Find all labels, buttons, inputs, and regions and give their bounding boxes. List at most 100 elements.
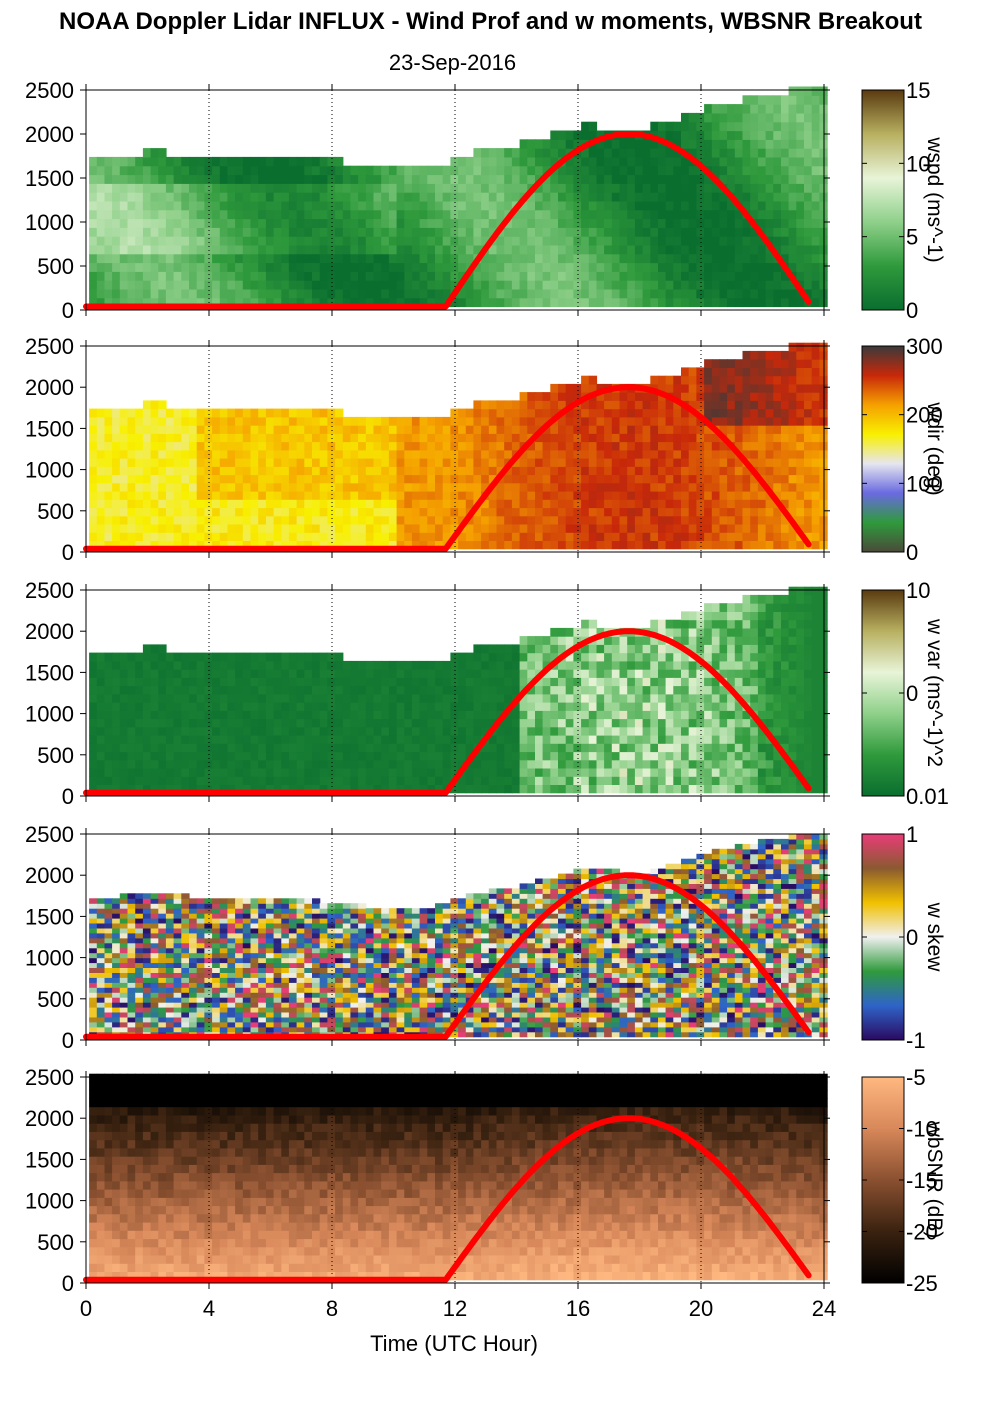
- heatmap-cell: [619, 784, 628, 794]
- heatmap-cell: [196, 751, 205, 761]
- heatmap-cell: [596, 165, 605, 176]
- heatmap-cell: [558, 784, 567, 794]
- heatmap-cell: [104, 236, 113, 246]
- heatmap-cell: [158, 218, 167, 228]
- heatmap-cell: [388, 524, 398, 533]
- heatmap-cell: [481, 768, 490, 777]
- heatmap-cell: [788, 297, 797, 308]
- heatmap-cell: [165, 482, 175, 492]
- heatmap-cell: [619, 636, 628, 645]
- heatmap-cell: [458, 297, 467, 308]
- heatmap-cell: [719, 130, 728, 140]
- heatmap-cell: [719, 262, 728, 272]
- heatmap-cell: [573, 532, 582, 541]
- heatmap-cell: [750, 209, 759, 220]
- heatmap-cell: [227, 540, 236, 550]
- heatmap-cell: [604, 759, 613, 769]
- heatmap-cell: [273, 156, 282, 167]
- heatmap-cell: [765, 425, 774, 434]
- heatmap-cell: [135, 685, 144, 695]
- heatmap-cell: [112, 743, 121, 753]
- heatmap-cell: [565, 784, 574, 794]
- heatmap-cell: [558, 174, 567, 184]
- heatmap-cell: [150, 425, 159, 434]
- heatmap-cell: [804, 375, 813, 385]
- heatmap-cell: [519, 532, 528, 541]
- heatmap-cell: [650, 524, 659, 533]
- heatmap-cell: [565, 139, 574, 149]
- heatmap-cell: [265, 165, 275, 176]
- heatmap-cell: [358, 271, 367, 281]
- heatmap-cell: [596, 776, 605, 785]
- heatmap-cell: [335, 751, 344, 761]
- heatmap-cell: [273, 491, 282, 500]
- heatmap-cell: [488, 458, 498, 467]
- heatmap-cell: [604, 685, 613, 695]
- heatmap-cell: [427, 416, 436, 426]
- heatmap-cell: [796, 104, 805, 114]
- heatmap-cell: [127, 540, 136, 550]
- heatmap-cell: [711, 367, 721, 377]
- heatmap-cell: [396, 515, 405, 525]
- heatmap-cell: [481, 718, 490, 728]
- heatmap-cell: [627, 209, 636, 220]
- heatmap-cell: [296, 499, 305, 509]
- heatmap-cell: [781, 200, 790, 211]
- heatmap-cell: [435, 297, 444, 308]
- heatmap-cell: [104, 768, 113, 777]
- heatmap-cell: [181, 507, 190, 517]
- heatmap-cell: [488, 685, 498, 695]
- heatmap-cell: [388, 458, 398, 467]
- heatmap-cell: [296, 532, 305, 541]
- heatmap-cell: [627, 776, 636, 785]
- heatmap-cell: [650, 209, 659, 220]
- heatmap-cell: [335, 280, 344, 290]
- heatmap-cell: [527, 669, 536, 678]
- heatmap-cell: [181, 218, 190, 228]
- heatmap-cell: [542, 148, 551, 158]
- heatmap-cell: [158, 288, 167, 299]
- heatmap-cell: [127, 209, 136, 220]
- heatmap-cell: [165, 499, 175, 509]
- heatmap-cell: [419, 743, 428, 753]
- heatmap-cell: [388, 474, 398, 484]
- heatmap-cell: [281, 660, 290, 670]
- heatmap-cell: [465, 200, 475, 211]
- heatmap-cell: [112, 271, 121, 281]
- heatmap-cell: [112, 524, 121, 533]
- heatmap-cell: [219, 227, 229, 237]
- heatmap-cell: [381, 165, 390, 176]
- heatmap-cell: [381, 693, 390, 703]
- heatmap-cell: [734, 148, 744, 158]
- heatmap-cell: [719, 416, 728, 426]
- heatmap-cell: [796, 174, 805, 184]
- heatmap-cell: [711, 507, 721, 517]
- heatmap-cell: [435, 776, 444, 785]
- heatmap-cell: [481, 466, 490, 476]
- heatmap-cell: [665, 262, 674, 272]
- heatmap-cell: [265, 491, 275, 500]
- heatmap-cell: [535, 677, 544, 687]
- heatmap-cell: [673, 416, 682, 426]
- heatmap-cell: [104, 165, 113, 176]
- heatmap-cell: [704, 121, 713, 132]
- heatmap-cell: [773, 524, 782, 533]
- heatmap-cell: [519, 702, 528, 711]
- heatmap-cell: [150, 262, 159, 272]
- heatmap-cell: [757, 236, 767, 246]
- heatmap-cell: [419, 784, 428, 794]
- heatmap-cell: [473, 236, 482, 246]
- heatmap-cell: [504, 751, 513, 761]
- heatmap-cell: [442, 677, 451, 687]
- heatmap-cell: [581, 192, 590, 202]
- heatmap-cell: [411, 499, 421, 509]
- heatmap-cell: [804, 288, 813, 299]
- heatmap-cell: [304, 710, 313, 720]
- heatmap-cell: [750, 262, 759, 272]
- heatmap-cell: [627, 156, 636, 167]
- heatmap-cell: [558, 433, 567, 443]
- heatmap-cell: [788, 192, 797, 202]
- heatmap-cell: [142, 262, 152, 272]
- heatmap-cell: [696, 433, 705, 443]
- heatmap-cell: [742, 253, 751, 264]
